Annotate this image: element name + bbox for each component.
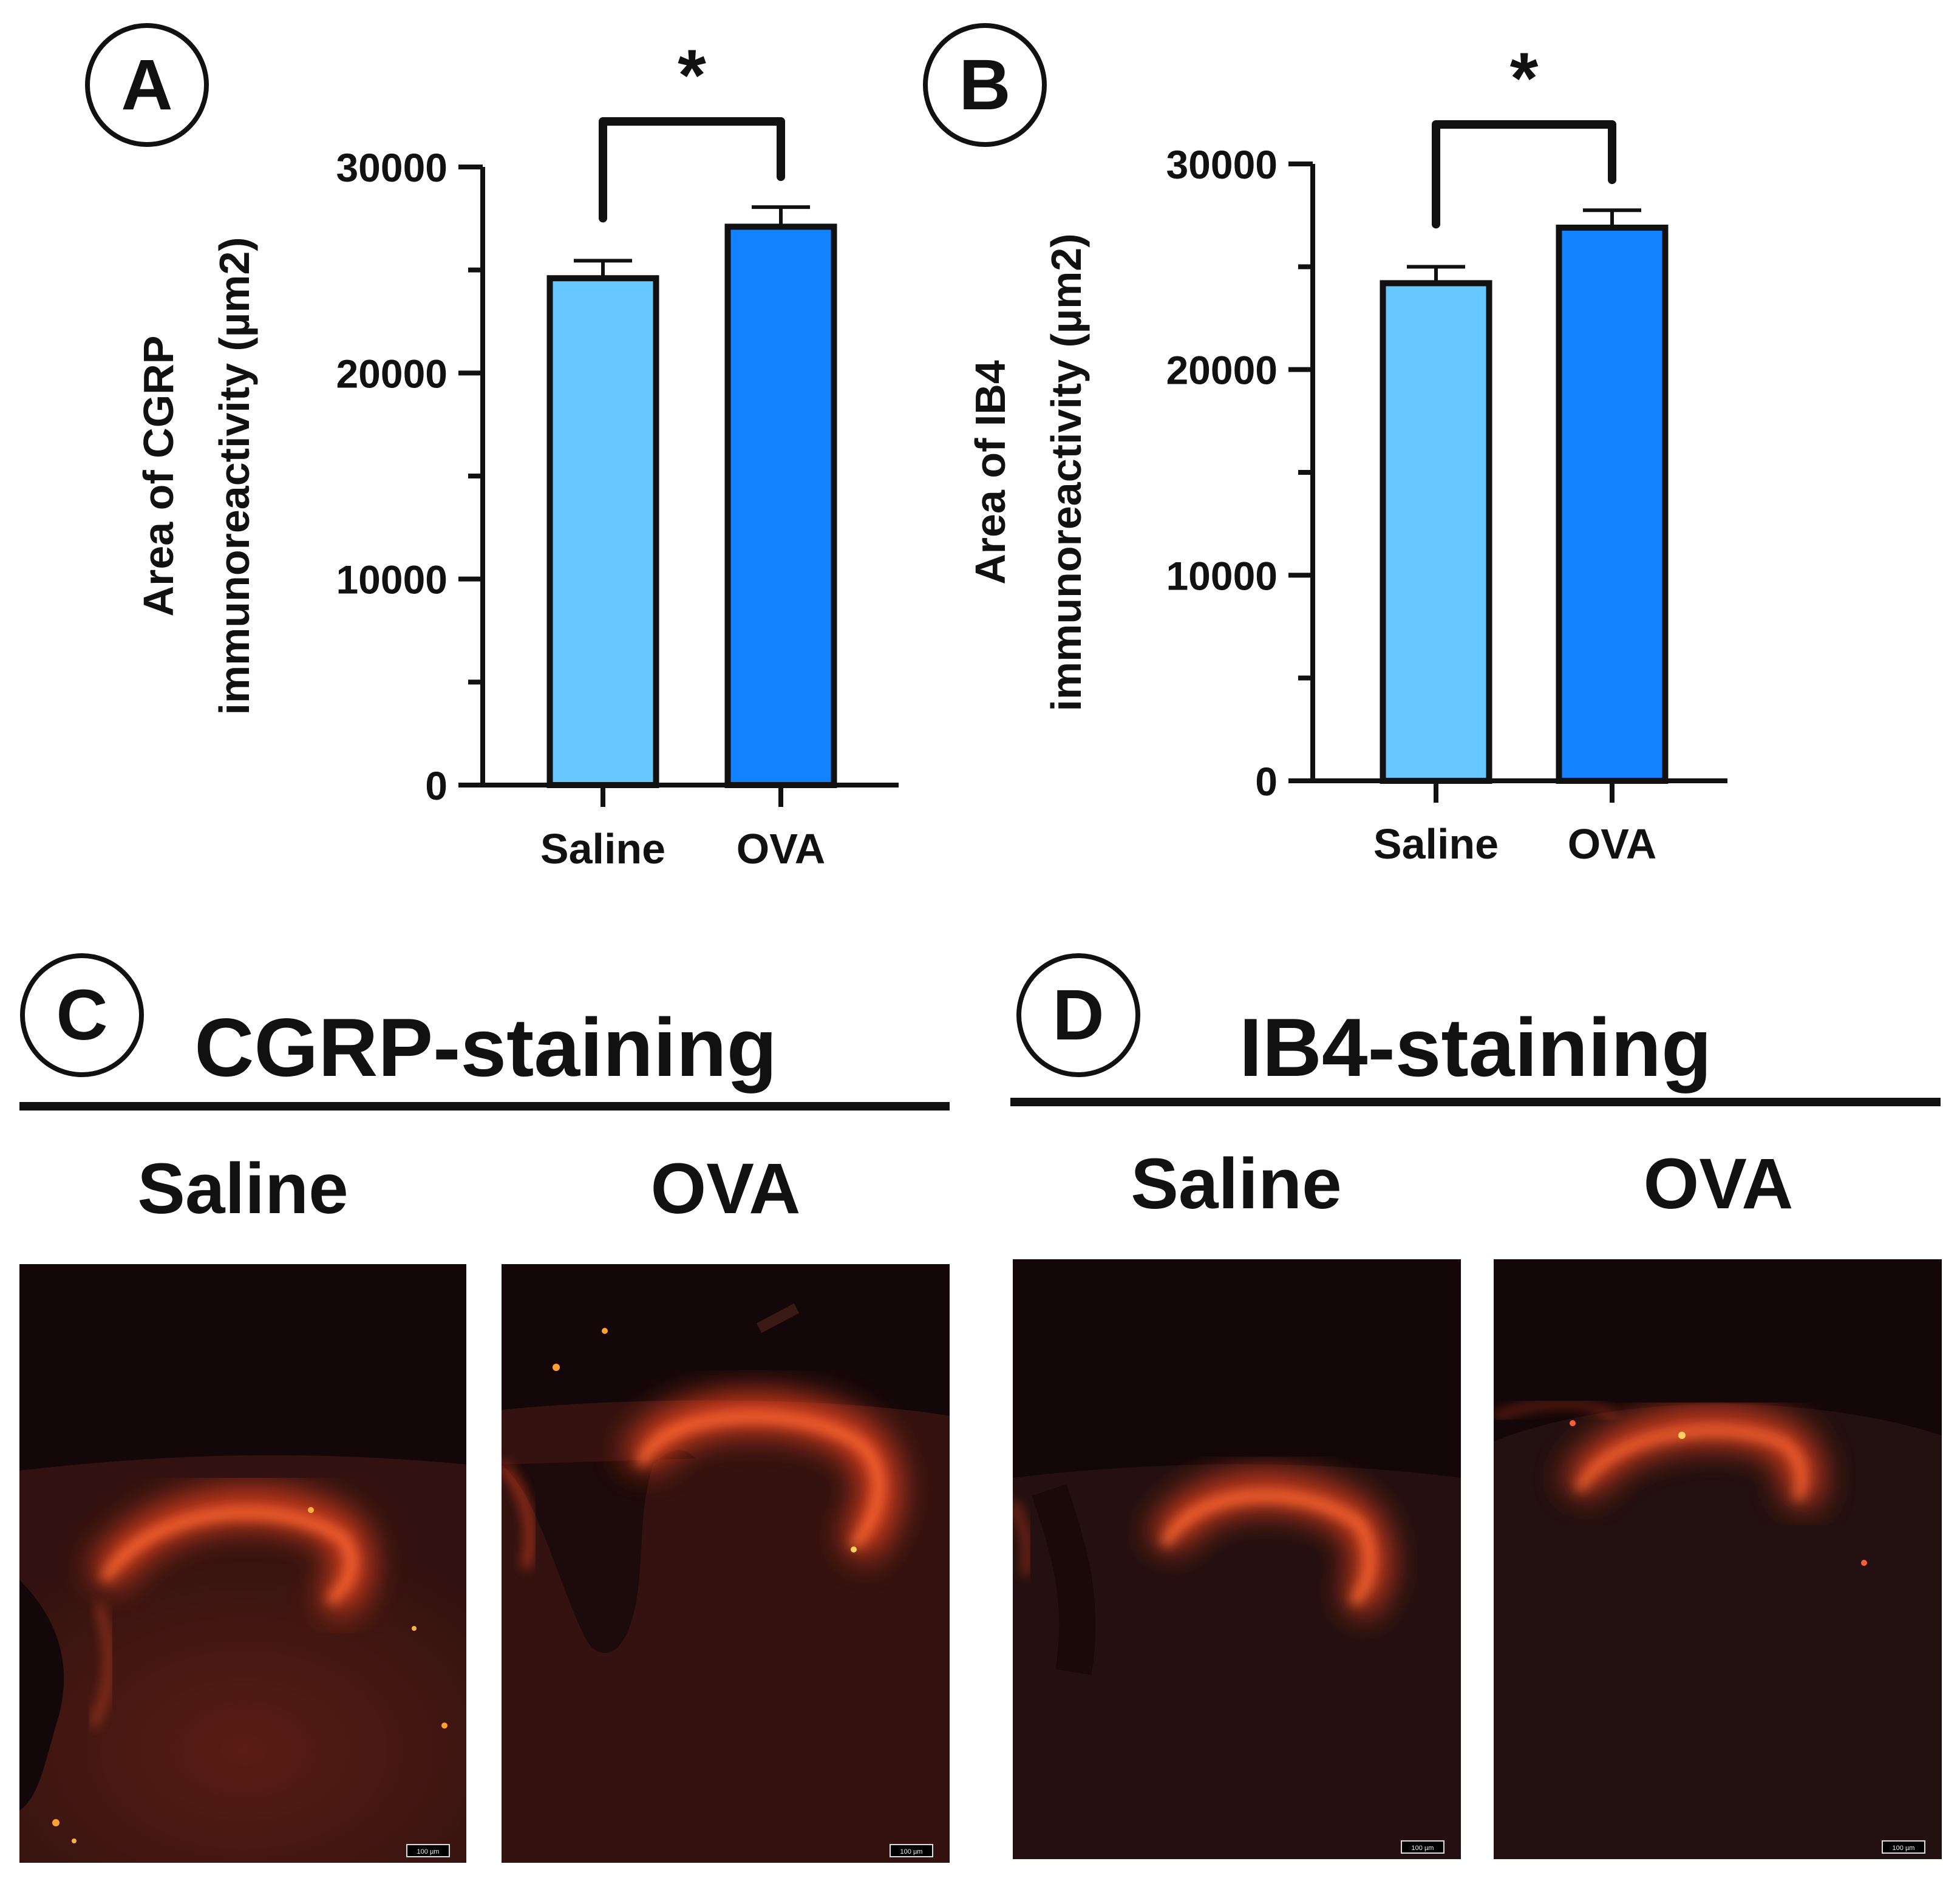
panel-a: A 0 10000 20000 30000 Area of CGRP immunoreac… (85, 23, 899, 872)
chart-a: 0 10000 20000 30000 Area of CGRP immunoreacti… (135, 35, 899, 872)
bar (1556, 224, 1669, 784)
y-tick-label: 0 (425, 763, 447, 808)
y-tick-label: 0 (1255, 759, 1278, 804)
panel-b-letter-circle (923, 23, 1047, 147)
panel-d-group-ova: OVA (1644, 1144, 1794, 1224)
panel-d-divider (1010, 1098, 1941, 1106)
x-tick-label: Saline (540, 825, 665, 872)
micrograph-ib4-ova: 100 µm (1494, 1259, 1942, 1859)
y-tick-label: 10000 (336, 557, 447, 602)
panel-a-letter-circle (85, 23, 209, 147)
scale-bar-label: 100 µm (1893, 1845, 1915, 1852)
y-tick-label: 20000 (336, 351, 447, 396)
y-tick-label: 30000 (1166, 142, 1278, 187)
significance-bracket (1432, 120, 1616, 229)
bar (724, 223, 837, 788)
scale-bar-label: 100 µm (900, 1848, 923, 1855)
scale-bar-label: 100 µm (417, 1848, 440, 1855)
x-tick-label: OVA (1568, 820, 1657, 868)
y-axis-label: Area of IB4 (967, 360, 1014, 585)
significance-star: * (1510, 38, 1539, 119)
significance-star: * (678, 35, 706, 116)
panel-d-letter: D (1052, 975, 1104, 1055)
y-axis-label: immunoreactivity (µm2) (211, 237, 258, 715)
micrograph-cgrp-ova: 100 µm (502, 1264, 950, 1863)
panel-c-group-ova: OVA (651, 1149, 801, 1229)
panel-c-letter: C (56, 975, 107, 1055)
panel-a-letter: A (121, 45, 172, 125)
panel-b: B 0 10000 20000 30000 Area of IB4 immunoreact… (923, 23, 1727, 868)
panel-b-letter: B (959, 45, 1010, 125)
y-axis-label: Area of CGRP (135, 336, 182, 617)
panel-d-group-saline: Saline (1131, 1144, 1342, 1224)
panel-d: D IB4-staining Saline OVA 100 µm (1010, 953, 1942, 1859)
y-axis-label: immunoreactivity (µm2) (1043, 233, 1090, 711)
significance-bracket (599, 117, 785, 223)
panel-d-title: IB4-staining (1239, 1001, 1712, 1094)
x-tick-label: OVA (737, 825, 826, 872)
x-tick-label: Saline (1373, 820, 1499, 868)
chart-b: 0 10000 20000 30000 Area of IB4 immunoreactiv… (967, 38, 1727, 868)
panel-c-title: CGRP-staining (194, 1001, 777, 1094)
micrograph-cgrp-saline: 100 µm (19, 1264, 466, 1863)
scale-bar-label: 100 µm (1412, 1845, 1434, 1852)
y-tick-label: 20000 (1166, 348, 1278, 393)
panel-c: C CGRP-staining Saline OVA 100 µm (19, 953, 950, 1863)
bar (546, 275, 659, 788)
y-tick-label: 30000 (336, 145, 447, 190)
bar (1380, 280, 1492, 784)
panel-c-letter-circle (20, 953, 144, 1077)
panel-c-divider (19, 1102, 950, 1111)
panel-c-group-saline: Saline (137, 1149, 349, 1229)
panel-d-letter-circle (1016, 953, 1140, 1077)
y-tick-label: 10000 (1166, 553, 1278, 598)
micrograph-ib4-saline: 100 µm (1013, 1259, 1461, 1859)
